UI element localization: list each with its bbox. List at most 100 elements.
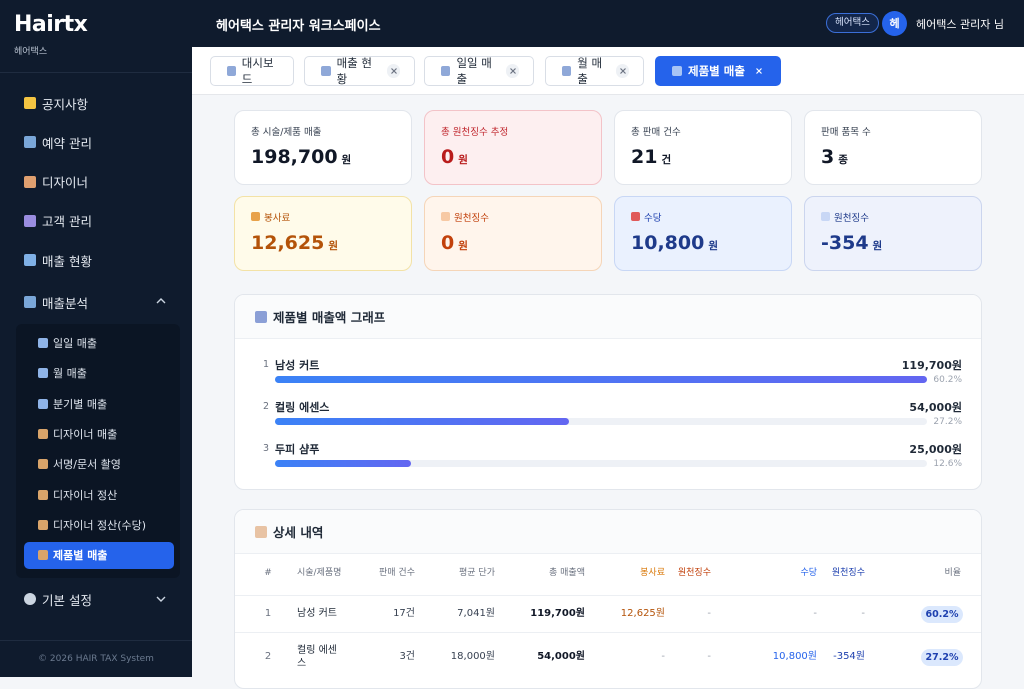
column-header: 원천징수: [677, 568, 711, 578]
cell: 3건: [399, 651, 415, 662]
column-header: #: [264, 568, 272, 578]
column-header: 비율: [944, 568, 961, 578]
rank: 3: [263, 443, 270, 454]
card-label: 봉사료: [251, 210, 395, 224]
stat-card: 봉사료 12,625 원: [234, 196, 412, 271]
cell: 18,000원: [450, 651, 495, 662]
cell: 남성 커트: [297, 608, 337, 619]
menu-label: 기본 설정: [42, 592, 92, 608]
menu-item[interactable]: 디자이너: [24, 172, 88, 192]
sidebar: Hairtx 헤어택스 매출분석 기본 설정 © 2026 HAIR TAX S…: [0, 0, 192, 677]
menu-item[interactable]: 고객 관리: [24, 211, 92, 231]
divider: [235, 595, 981, 596]
tab[interactable]: 일일 매출: [424, 56, 534, 86]
menu-group[interactable]: 매출분석: [24, 292, 88, 312]
tab-close[interactable]: [386, 64, 401, 78]
tab-close[interactable]: [505, 64, 519, 78]
user-name: 헤어택스 관리자 님: [916, 18, 1004, 31]
icon: [631, 212, 640, 221]
submenu-item[interactable]: 분기별 매출: [24, 390, 174, 417]
value: 12,625: [251, 232, 325, 254]
value: -354: [821, 232, 869, 254]
submenu-item[interactable]: 디자이너 매출: [24, 420, 174, 447]
tab-close[interactable]: [752, 64, 766, 78]
column-header: 시술/제품명: [297, 568, 342, 578]
cell: 54,000원: [537, 651, 585, 662]
divider: [0, 72, 192, 73]
icon: [24, 97, 36, 109]
submenu-label: 디자이너 매출: [53, 427, 118, 441]
card-label: 판매 품목 수: [821, 124, 965, 138]
track: [275, 460, 927, 467]
card-label: 수당: [631, 210, 775, 224]
icon: [672, 66, 682, 76]
tab-close[interactable]: [616, 64, 630, 78]
submenu-label: 분기별 매출: [53, 397, 108, 411]
item-name: 두피 샴푸: [275, 443, 320, 456]
card-label-text: 원천징수: [834, 213, 869, 224]
cell: -: [661, 651, 665, 662]
menu-label: 매출 현황: [42, 253, 92, 269]
submenu-item[interactable]: 일일 매출: [24, 330, 174, 357]
menu-item[interactable]: 기본 설정: [24, 589, 92, 609]
menu-label: 공지사항: [42, 96, 89, 112]
submenu-item[interactable]: 서명/문서 촬영: [24, 451, 174, 478]
ratio-pill: 60.2%: [921, 606, 963, 623]
tab[interactable]: 월 매출: [545, 56, 644, 86]
menu-item[interactable]: 공지사항: [24, 93, 88, 113]
icon: [441, 66, 451, 76]
tab[interactable]: 제품별 매출: [655, 56, 781, 86]
icon: [38, 338, 48, 348]
card-value: 21 건: [631, 146, 775, 168]
cell: 17건: [393, 608, 415, 619]
icon: [227, 66, 236, 76]
unit: 원: [341, 154, 352, 166]
submenu-item[interactable]: 디자이너 정산: [24, 481, 174, 508]
icon: [251, 212, 260, 221]
tab[interactable]: 대시보드: [210, 56, 294, 86]
footer: © 2026 HAIR TAX System: [38, 654, 154, 664]
item-name: 컬링 에센스: [275, 401, 330, 414]
bar: [275, 376, 927, 383]
value: 10,800: [631, 232, 705, 254]
submenu: [16, 324, 180, 578]
card-value: 12,625 원: [251, 232, 395, 254]
submenu-item[interactable]: 디자이너 정산(수당): [24, 511, 174, 538]
cell: -: [813, 608, 817, 619]
avatar[interactable]: 헤: [882, 11, 907, 36]
cell: 컬링 에센스: [297, 645, 337, 669]
table-panel: 상세 내역 # 시술/제품명 판매 건수 평균 단가 총 매출액 봉사료 원천징수 수당 원천징…: [234, 509, 982, 689]
cell: 10,800원: [772, 651, 817, 662]
column-header: 수당: [800, 568, 817, 578]
submenu-item[interactable]: 월 매출: [24, 360, 174, 387]
stat-card: 총 원천징수 추정 0 원: [424, 110, 602, 185]
menu-item[interactable]: 매출 현황: [24, 250, 92, 270]
unit: 원: [872, 240, 883, 252]
tab-label: 일일 매출: [456, 56, 492, 86]
cell: -: [861, 608, 865, 619]
brand-sub: 헤어택스: [14, 47, 48, 57]
icon: [38, 428, 48, 439]
brand: Hairtx: [14, 12, 88, 37]
icon: [562, 66, 572, 76]
icon: [38, 459, 48, 470]
submenu-item[interactable]: 제품별 매출: [24, 541, 174, 569]
menu-item[interactable]: 예약 관리: [24, 132, 92, 152]
rank: 2: [263, 401, 270, 412]
badge: 헤어택스: [826, 13, 879, 33]
bar: [275, 460, 412, 467]
tab[interactable]: 매출 현황: [304, 56, 415, 86]
cell: -: [707, 608, 711, 619]
item-value: 25,000원: [909, 443, 962, 456]
icon: [38, 368, 48, 379]
panel-header: 제품별 매출액 그래프: [235, 295, 981, 339]
track: [275, 418, 927, 425]
unit: 원: [708, 240, 718, 252]
panel-title: 제품별 매출액 그래프: [273, 310, 386, 325]
tab-bar: 대시보드 매출 현황 일일 매출 월 매출 제품별 매출: [192, 47, 1024, 95]
tab-label: 매출 현황: [336, 56, 372, 86]
column-header: 원천징수: [831, 568, 865, 578]
stat-card: 원천징수 -354 원: [804, 196, 982, 271]
